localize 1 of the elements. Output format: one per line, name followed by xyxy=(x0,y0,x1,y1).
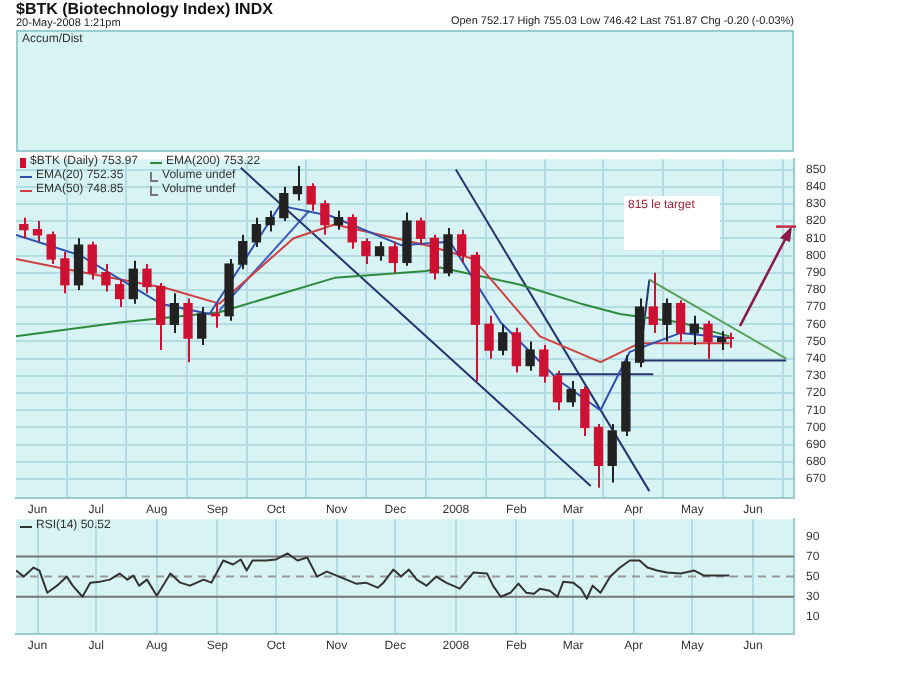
chart-title: $BTK (Biotechnology Index) INDX xyxy=(16,0,273,18)
